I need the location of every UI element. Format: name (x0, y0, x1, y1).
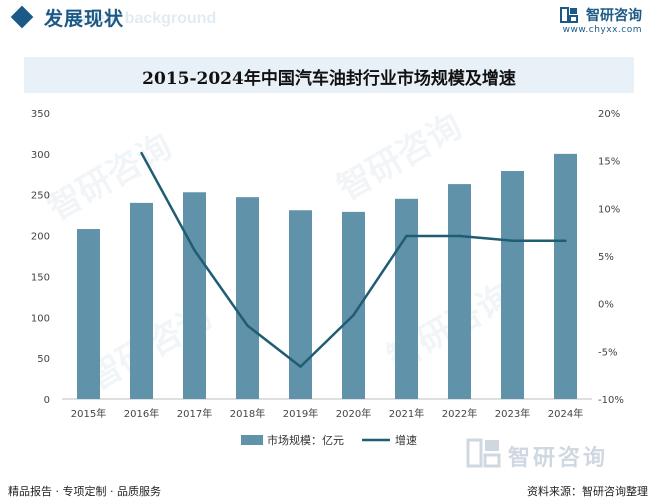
growth-point (564, 239, 567, 242)
y-left-tick-label: 100 (31, 313, 50, 324)
x-tick-label: 2023年 (495, 407, 530, 420)
growth-point (193, 249, 196, 252)
bar (448, 184, 471, 399)
legend-bar-swatch (241, 435, 263, 445)
bar (236, 197, 259, 399)
x-tick-label: 2018年 (230, 407, 265, 420)
y-left-tick-label: 200 (31, 232, 50, 243)
section-title: 发展现状 (44, 8, 125, 30)
growth-point (511, 239, 514, 242)
y-left-tick-label: 0 (44, 395, 50, 406)
bar (342, 211, 365, 399)
bar (395, 198, 418, 399)
growth-point (299, 365, 302, 368)
legend-line-label: 增速 (395, 433, 417, 447)
y-right-tick-label: 20% (598, 109, 620, 120)
x-tick-label: 2022年 (442, 407, 477, 420)
footer-logo-icon (466, 438, 501, 468)
bar (183, 192, 206, 399)
y-left-tick-label: 150 (31, 272, 50, 283)
brand-url[interactable]: www.chyxx.com (562, 24, 642, 35)
y-left-tick-label: 250 (31, 191, 50, 202)
y-right-tick-label: -5% (598, 347, 617, 358)
chart: 0 50 100 150 200 250 300 350 -10% -5% 0% 5% 10% 15% 20… (31, 109, 624, 447)
x-tick-label: 2016年 (124, 407, 159, 420)
y-left-tick-label: 300 (31, 150, 50, 161)
x-tick-label: 2021年 (389, 407, 424, 420)
growth-point (458, 234, 461, 238)
bar (501, 171, 524, 399)
header-ghost-text: ment background (82, 10, 217, 27)
bar (130, 202, 153, 399)
bar (554, 153, 577, 399)
x-tick-label: 2019年 (283, 407, 318, 420)
legend-bar-label: 市场规模：亿元 (267, 433, 344, 447)
bar (289, 210, 312, 399)
brand-name: 智研咨询 (586, 7, 642, 24)
y-right-tick-label: 0% (598, 300, 614, 311)
footer-logo-text: 智研咨询 (508, 446, 609, 471)
growth-point (246, 324, 249, 327)
source-note: 资料来源：智研咨询整理 (527, 485, 648, 498)
growth-point (352, 313, 355, 317)
growth-point (140, 151, 143, 155)
chart-title: 2015-2024年中国汽车油封行业市场规模及增速 (142, 69, 516, 89)
y-right-tick-label: 5% (598, 252, 614, 263)
x-tick-label: 2024年 (548, 407, 583, 420)
brand: 智研咨询 www.chyxx.com (559, 4, 642, 35)
y-right-tick-label: 10% (598, 204, 620, 215)
bar (77, 229, 100, 399)
y-left-tick-label: 50 (37, 354, 50, 365)
header: ment background 发展现状 智研咨询 www.chyxx.com (0, 0, 658, 38)
brand-logo-icon (559, 6, 578, 23)
footer-slogan: 精品报告 · 专项定制 · 品质服务 (8, 485, 161, 498)
y-left-tick-label: 350 (31, 109, 50, 120)
x-tick-label: 2020年 (336, 407, 371, 420)
x-tick-label: 2017年 (177, 407, 212, 420)
growth-point (405, 234, 408, 238)
chart-title-band (24, 57, 634, 93)
y-right-tick-label: -10% (598, 395, 624, 406)
x-tick-label: 2015年 (71, 407, 106, 420)
y-right-tick-label: 15% (598, 157, 620, 168)
